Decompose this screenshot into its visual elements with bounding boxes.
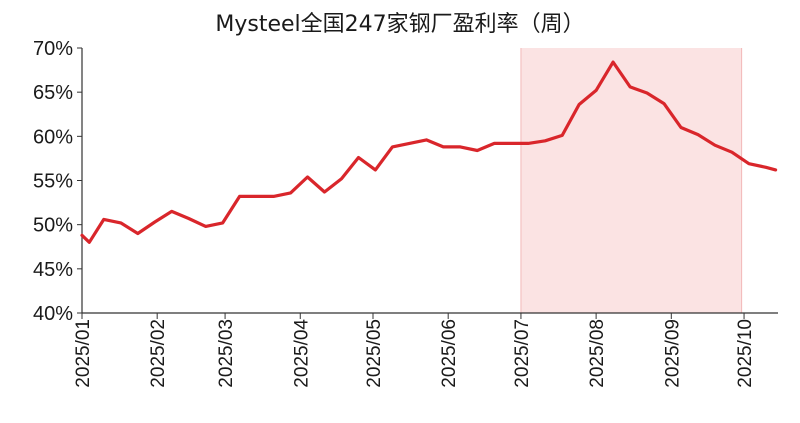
y-tick-label: 70%: [33, 38, 73, 60]
highlight-band: [520, 48, 742, 313]
y-tick-label: 40%: [33, 303, 73, 325]
x-tick-label: 2025/07: [512, 319, 533, 388]
x-tick-label: 2025/08: [587, 319, 608, 388]
series-line-0: [80, 60, 778, 244]
x-tick-label: 2025/05: [364, 319, 385, 388]
x-tick-label: 2025/01: [73, 319, 94, 388]
y-tick-label: 60%: [33, 126, 73, 148]
x-tick-label: 2025/09: [662, 319, 683, 388]
x-tick-label: 2025/03: [216, 319, 237, 388]
y-tick-label: 50%: [33, 215, 73, 237]
x-tick-label: 2025/04: [291, 319, 312, 388]
y-tick-label: 55%: [33, 171, 73, 193]
chart-title: Mysteel全国247家钢厂盈利率（周）: [215, 12, 585, 37]
x-tick-label: 2025/06: [439, 319, 460, 388]
y-tick-label: 65%: [33, 82, 73, 104]
x-tick-label: 2025/02: [148, 319, 169, 388]
x-tick-label: 2025/10: [735, 319, 756, 388]
y-tick-label: 45%: [33, 259, 73, 281]
